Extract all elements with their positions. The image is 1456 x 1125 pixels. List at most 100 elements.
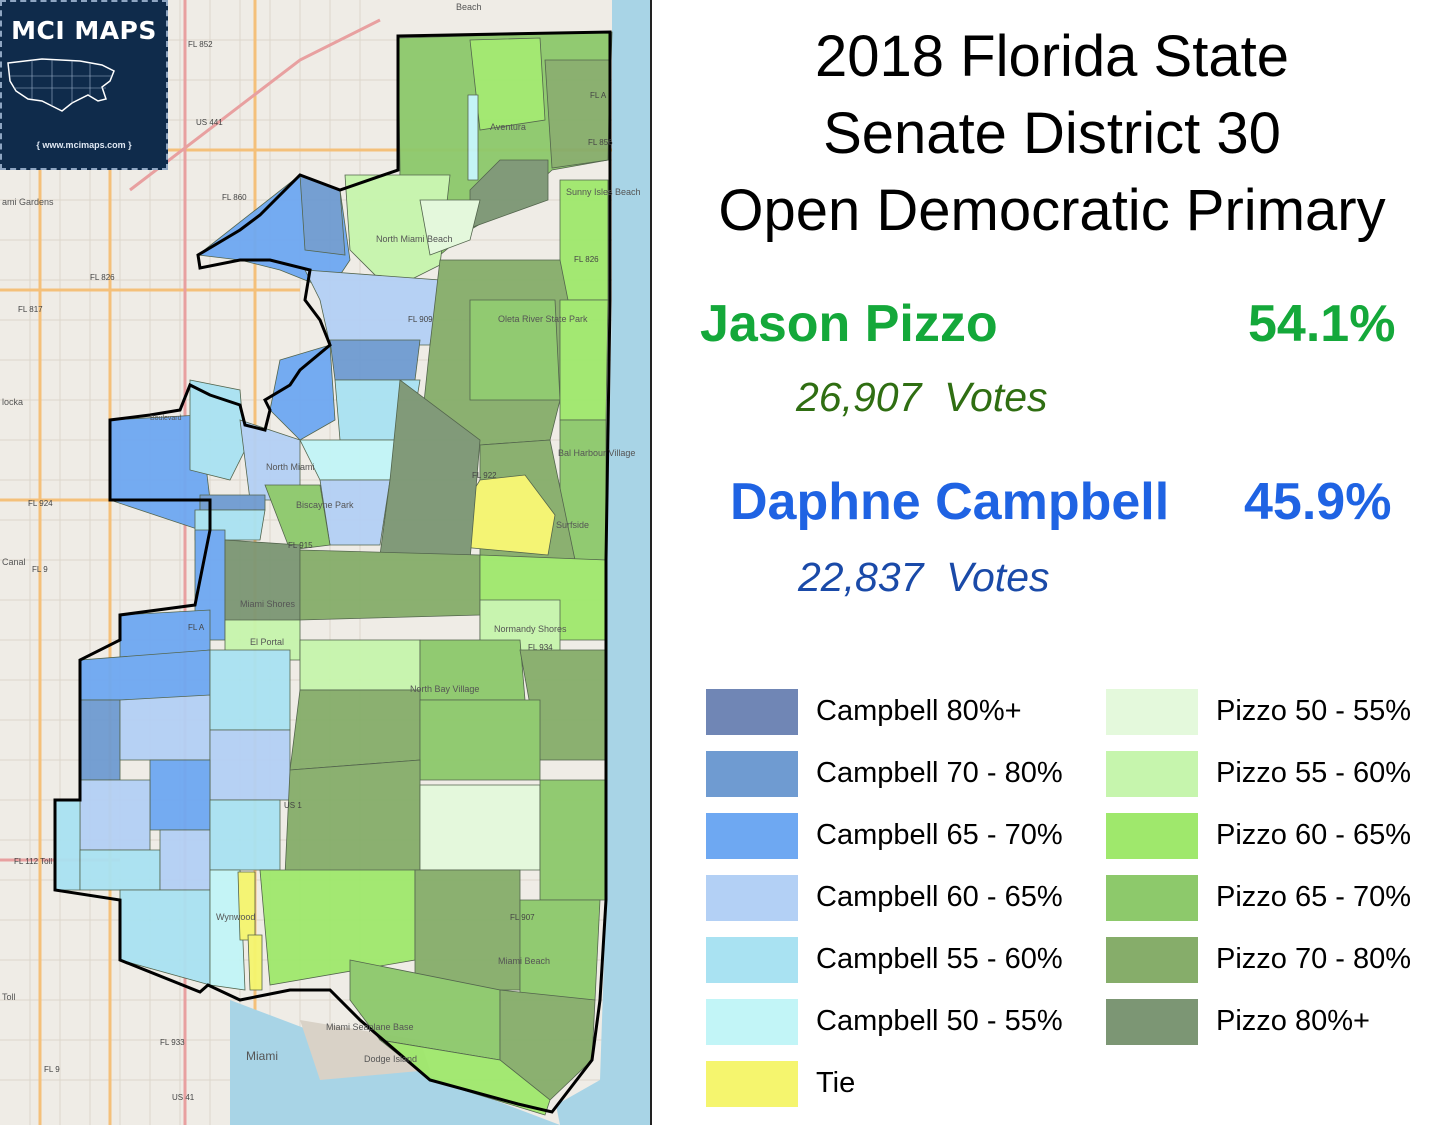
precinct [119,694,211,761]
road-fl817: FL 817 [18,305,43,314]
campbell-pct: 45.9% [1244,473,1392,531]
precinct [419,784,541,871]
precincts [54,31,613,1116]
legend-swatch [706,751,798,797]
legend-swatch [706,689,798,735]
precinct [209,799,281,871]
road-fl9: FL 9 [32,565,48,574]
road-fl915: FL 915 [288,541,313,550]
legend-swatch [1106,875,1198,921]
road-fla: FL A [590,91,607,100]
legend-label: Campbell 65 - 70% [816,819,1063,851]
legend-swatch [706,999,798,1045]
precinct [299,549,481,621]
precinct [299,639,421,691]
precinct [544,59,611,169]
road-fl856: FL 856 [588,138,613,147]
pizzo-votes: 26,907 Votes [796,374,1048,420]
precinct [539,779,607,901]
precinct [209,649,291,731]
legend-label: Pizzo 70 - 80% [1216,943,1412,975]
precinct [54,799,81,891]
legend-swatch [1106,689,1198,735]
precinct [79,849,161,891]
legend-label: Tie [816,1067,856,1099]
legend-label: Pizzo 80%+ [1216,1005,1370,1037]
label-beach-top: Beach [456,2,482,12]
precinct-tie [237,871,256,941]
road-fl907: FL 907 [510,913,535,922]
title-line-3: Open Democratic Primary [718,178,1386,243]
label-boulevard: Boulevard [150,415,182,422]
precinct [149,759,211,831]
precinct [264,484,331,551]
legend-swatch [706,937,798,983]
usa-map-icon [7,58,115,112]
legend-label: Pizzo 55 - 60% [1216,757,1412,789]
map-svg: Aventura Sunny Isles Beach North Miami B… [0,0,650,1125]
precinct [209,869,246,991]
precinct [467,94,479,181]
precinct [329,339,421,381]
precinct [319,479,391,546]
precinct [419,199,481,256]
logo-title: MCI MAPS [11,16,157,45]
precinct [289,689,421,771]
precinct [79,779,151,851]
label-gardens: ami Gardens [2,197,54,207]
legend-label: Campbell 55 - 60% [816,943,1063,975]
road-fl826b: FL 826 [574,255,599,264]
title-line-2: Senate District 30 [823,101,1281,166]
road-fl852: FL 852 [188,40,213,49]
label-opa-locka: locka [2,397,23,407]
precinct [559,179,609,301]
precinct [499,989,596,1101]
logo-url: { www.mcimaps.com } [36,140,132,150]
label-north-bay-village: North Bay Village [410,684,479,694]
label-biscayne-park: Biscayne Park [296,500,354,510]
label-canal: Canal [2,557,26,567]
road-fl826: FL 826 [90,273,115,282]
legend-swatch [706,875,798,921]
road-labels: FL 852 US 441 FL 860 FL 826 FL 817 FL 90… [14,40,613,1102]
label-el-portal: El Portal [250,637,284,647]
label-normandy-shores: Normandy Shores [494,624,567,634]
legend-label: Pizzo 65 - 70% [1216,881,1412,913]
road-us441: US 441 [196,118,223,127]
district-boundary [53,30,612,1114]
label-wynwood: Wynwood [216,912,255,922]
road-fl112: FL 112 Toll [14,857,52,866]
road-fl933: FL 933 [160,1038,185,1047]
precinct [209,729,291,801]
label-miami: Miami [246,1049,278,1063]
precinct [224,539,301,626]
legend-label: Pizzo 60 - 65% [1216,819,1412,851]
legend-label: Campbell 60 - 65% [816,881,1063,913]
precinct [414,869,521,991]
road-us1: US 1 [284,801,302,810]
precinct-tie [247,934,263,991]
district-map: Aventura Sunny Isles Beach North Miami B… [0,0,652,1125]
campbell-votes: 22,837 Votes [798,554,1050,600]
road-fl860: FL 860 [222,193,247,202]
road-fl9b: FL 9 [44,1065,60,1074]
label-miami-beach: Miami Beach [498,956,550,966]
legend-label: Campbell 70 - 80% [816,757,1063,789]
label-aventura: Aventura [490,122,526,132]
label-seaplane: Miami Seaplane Base [326,1022,414,1032]
legend-swatch [1106,937,1198,983]
precinct [284,759,421,876]
label-surfside: Surfside [556,520,589,530]
label-dodge-island: Dodge Island [364,1054,417,1064]
precinct [79,699,121,781]
pizzo-pct: 54.1% [1248,295,1396,353]
precinct [469,37,546,131]
precinct [159,829,211,891]
road-us41: US 41 [172,1093,195,1102]
road-fl924: FL 924 [28,499,53,508]
legend-swatch [706,1061,798,1107]
road-fl922: FL 922 [472,471,497,480]
mci-maps-logo: MCI MAPS { www.mcimaps.com } [0,0,168,170]
legend-label: Campbell 50 - 55% [816,1005,1063,1037]
label-toll: Toll [2,992,16,1002]
